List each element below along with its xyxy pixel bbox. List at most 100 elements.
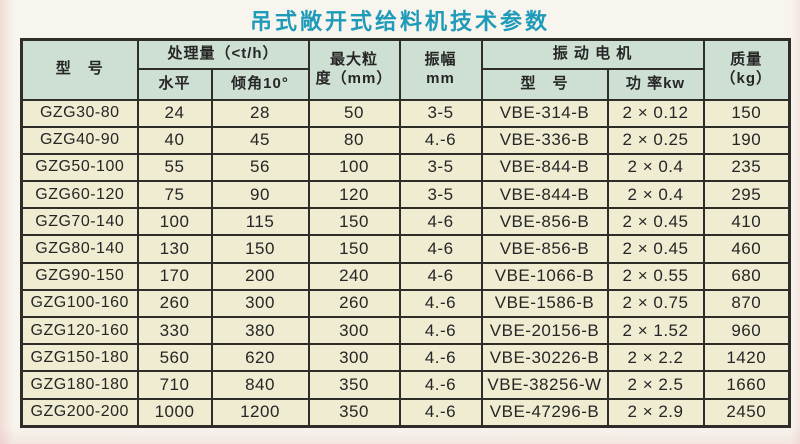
cell-throughput-incline: 90 <box>210 180 310 210</box>
cell-throughput-incline: 200 <box>210 261 310 291</box>
cell-mass: 150 <box>702 98 791 128</box>
header-throughput: 处理量（<t/h） <box>136 38 310 70</box>
cell-max-size: 150 <box>307 207 401 237</box>
cell-throughput-horizontal: 130 <box>136 234 213 264</box>
cell-motor-power: 2 × 0.12 <box>606 98 705 128</box>
cell-motor-model: VBE-844-B <box>480 152 609 183</box>
cell-max-size: 50 <box>307 98 401 128</box>
cell-mass: 190 <box>702 125 791 155</box>
table-row: GZG120-160 330 380 300 4.-6 VBE-20156-B 2 × 1.… <box>20 315 791 346</box>
cell-motor-model: VBE-20156-B <box>480 315 609 346</box>
cell-max-size: 300 <box>307 315 401 346</box>
cell-max-size: 120 <box>307 180 401 210</box>
cell-mass: 235 <box>702 152 791 183</box>
cell-amplitude: 4-6 <box>398 261 483 291</box>
cell-throughput-incline: 300 <box>210 288 310 319</box>
cell-max-size: 260 <box>307 288 401 319</box>
cell-amplitude: 4.-6 <box>398 125 483 155</box>
cell-model: GZG80-140 <box>20 234 139 264</box>
cell-mass: 295 <box>702 180 791 210</box>
header-motor: 振 动 电 机 <box>480 38 705 70</box>
cell-model: GZG90-150 <box>20 261 139 291</box>
cell-model: GZG60-120 <box>20 180 139 210</box>
page-title: 吊式敞开式给料机技术参数 <box>249 9 550 34</box>
header-incline: 倾角10° <box>210 67 310 101</box>
cell-model: GZG150-180 <box>20 343 139 373</box>
cell-throughput-incline: 56 <box>210 152 310 183</box>
cell-throughput-incline: 45 <box>210 125 310 155</box>
table-row: GZG200-200 1000 1200 350 4.-6 VBE-47296-B 2 × … <box>20 397 791 428</box>
header-horizontal: 水平 <box>136 67 213 101</box>
cell-motor-power: 2 × 0.75 <box>606 288 705 319</box>
cell-motor-model: VBE-30226-B <box>480 343 609 373</box>
cell-model: GZG30-80 <box>20 98 139 128</box>
cell-max-size: 80 <box>307 125 401 155</box>
table-row: GZG60-120 75 90 120 3-5 VBE-844-B 2 × 0.4 295 <box>20 180 791 210</box>
cell-throughput-incline: 28 <box>210 98 310 128</box>
cell-mass: 460 <box>702 234 791 264</box>
cell-motor-model: VBE-314-B <box>480 98 609 128</box>
table-row: GZG180-180 710 840 350 4.-6 VBE-38256-W 2 × 2.… <box>20 370 791 400</box>
cell-model: GZG40-90 <box>20 125 139 155</box>
cell-motor-power: 2 × 2.2 <box>606 343 705 373</box>
cell-amplitude: 4.-6 <box>398 288 483 319</box>
header-row-1: 型 号 处理量（<t/h） 最大粒 度（mm） 振幅 mm 振 动 电 机 质量 （k… <box>20 38 791 101</box>
cell-motor-model: VBE-1586-B <box>480 288 609 319</box>
cell-amplitude: 4.-6 <box>398 343 483 373</box>
cell-motor-power: 2 × 0.25 <box>606 125 705 155</box>
cell-throughput-horizontal: 100 <box>136 207 213 237</box>
cell-motor-power: 2 × 1.52 <box>606 315 705 346</box>
cell-max-size: 300 <box>307 343 401 373</box>
table-row: GZG70-140 100 115 150 4-6 VBE-856-B 2 × 0.45 41… <box>20 207 791 237</box>
cell-mass: 680 <box>702 261 791 291</box>
cell-motor-power: 2 × 0.4 <box>606 152 705 183</box>
cell-motor-power: 2 × 2.5 <box>606 370 705 400</box>
header-mass-line2: （kg） <box>720 69 773 87</box>
cell-mass: 1420 <box>702 343 791 373</box>
cell-throughput-horizontal: 55 <box>136 152 213 183</box>
header-motor-model: 型 号 <box>480 67 609 101</box>
header-model: 型 号 <box>20 38 139 101</box>
cell-max-size: 240 <box>307 261 401 291</box>
header-row-2: 水平 倾角10° 型 号 功 率kw <box>22 67 790 101</box>
cell-motor-model: VBE-856-B <box>480 234 609 264</box>
cell-throughput-incline: 380 <box>210 315 310 346</box>
header-max-size-line2: 度（mm） <box>315 69 393 87</box>
cell-motor-model: VBE-38256-W <box>480 370 609 400</box>
cell-motor-model: VBE-336-B <box>480 125 609 155</box>
header-mass-line1: 质量 <box>730 51 763 68</box>
cell-throughput-incline: 620 <box>210 343 310 373</box>
table-row: GZG50-100 55 56 100 3-5 VBE-844-B 2 × 0.4 235 <box>20 152 791 183</box>
cell-max-size: 100 <box>307 152 401 183</box>
table-row: GZG90-150 170 200 240 4-6 VBE-1066-B 2 × 0.55 6… <box>20 261 791 291</box>
header-mass: 质量 （kg） <box>702 38 791 101</box>
header-amplitude-line1: 振幅 <box>424 51 457 68</box>
cell-motor-model: VBE-1066-B <box>480 261 609 291</box>
cell-mass: 1660 <box>702 370 791 400</box>
cell-motor-power: 2 × 2.9 <box>606 397 705 428</box>
cell-throughput-horizontal: 710 <box>136 370 213 400</box>
cell-motor-power: 2 × 0.45 <box>606 207 705 237</box>
cell-mass: 870 <box>702 288 791 319</box>
cell-throughput-incline: 115 <box>210 207 310 237</box>
table-row: GZG150-180 560 620 300 4.-6 VBE-30226-B 2 × 2.… <box>20 343 791 373</box>
cell-motor-model: VBE-47296-B <box>480 397 609 428</box>
cell-model: GZG200-200 <box>20 397 139 428</box>
cell-amplitude: 3-5 <box>398 152 483 183</box>
cell-throughput-incline: 840 <box>210 370 310 400</box>
cell-amplitude: 4.-6 <box>398 370 483 400</box>
cell-amplitude: 3-5 <box>398 98 483 128</box>
header-max-size: 最大粒 度（mm） <box>307 38 401 101</box>
spec-table: 型 号 处理量（<t/h） 最大粒 度（mm） 振幅 mm 振 动 电 机 质量 （k… <box>20 38 792 428</box>
table-row: GZG40-90 40 45 80 4.-6 VBE-336-B 2 × 0.25 190 <box>20 125 791 155</box>
cell-model: GZG70-140 <box>20 207 139 237</box>
cell-model: GZG120-160 <box>20 315 139 346</box>
table-row: GZG30-80 24 28 50 3-5 VBE-314-B 2 × 0.12 150 <box>20 98 791 128</box>
cell-model: GZG100-160 <box>20 288 139 319</box>
cell-throughput-horizontal: 330 <box>136 315 213 346</box>
cell-motor-model: VBE-844-B <box>480 180 609 210</box>
cell-max-size: 350 <box>307 397 401 428</box>
cell-amplitude: 4-6 <box>398 234 483 264</box>
header-motor-power: 功 率kw <box>606 67 705 101</box>
